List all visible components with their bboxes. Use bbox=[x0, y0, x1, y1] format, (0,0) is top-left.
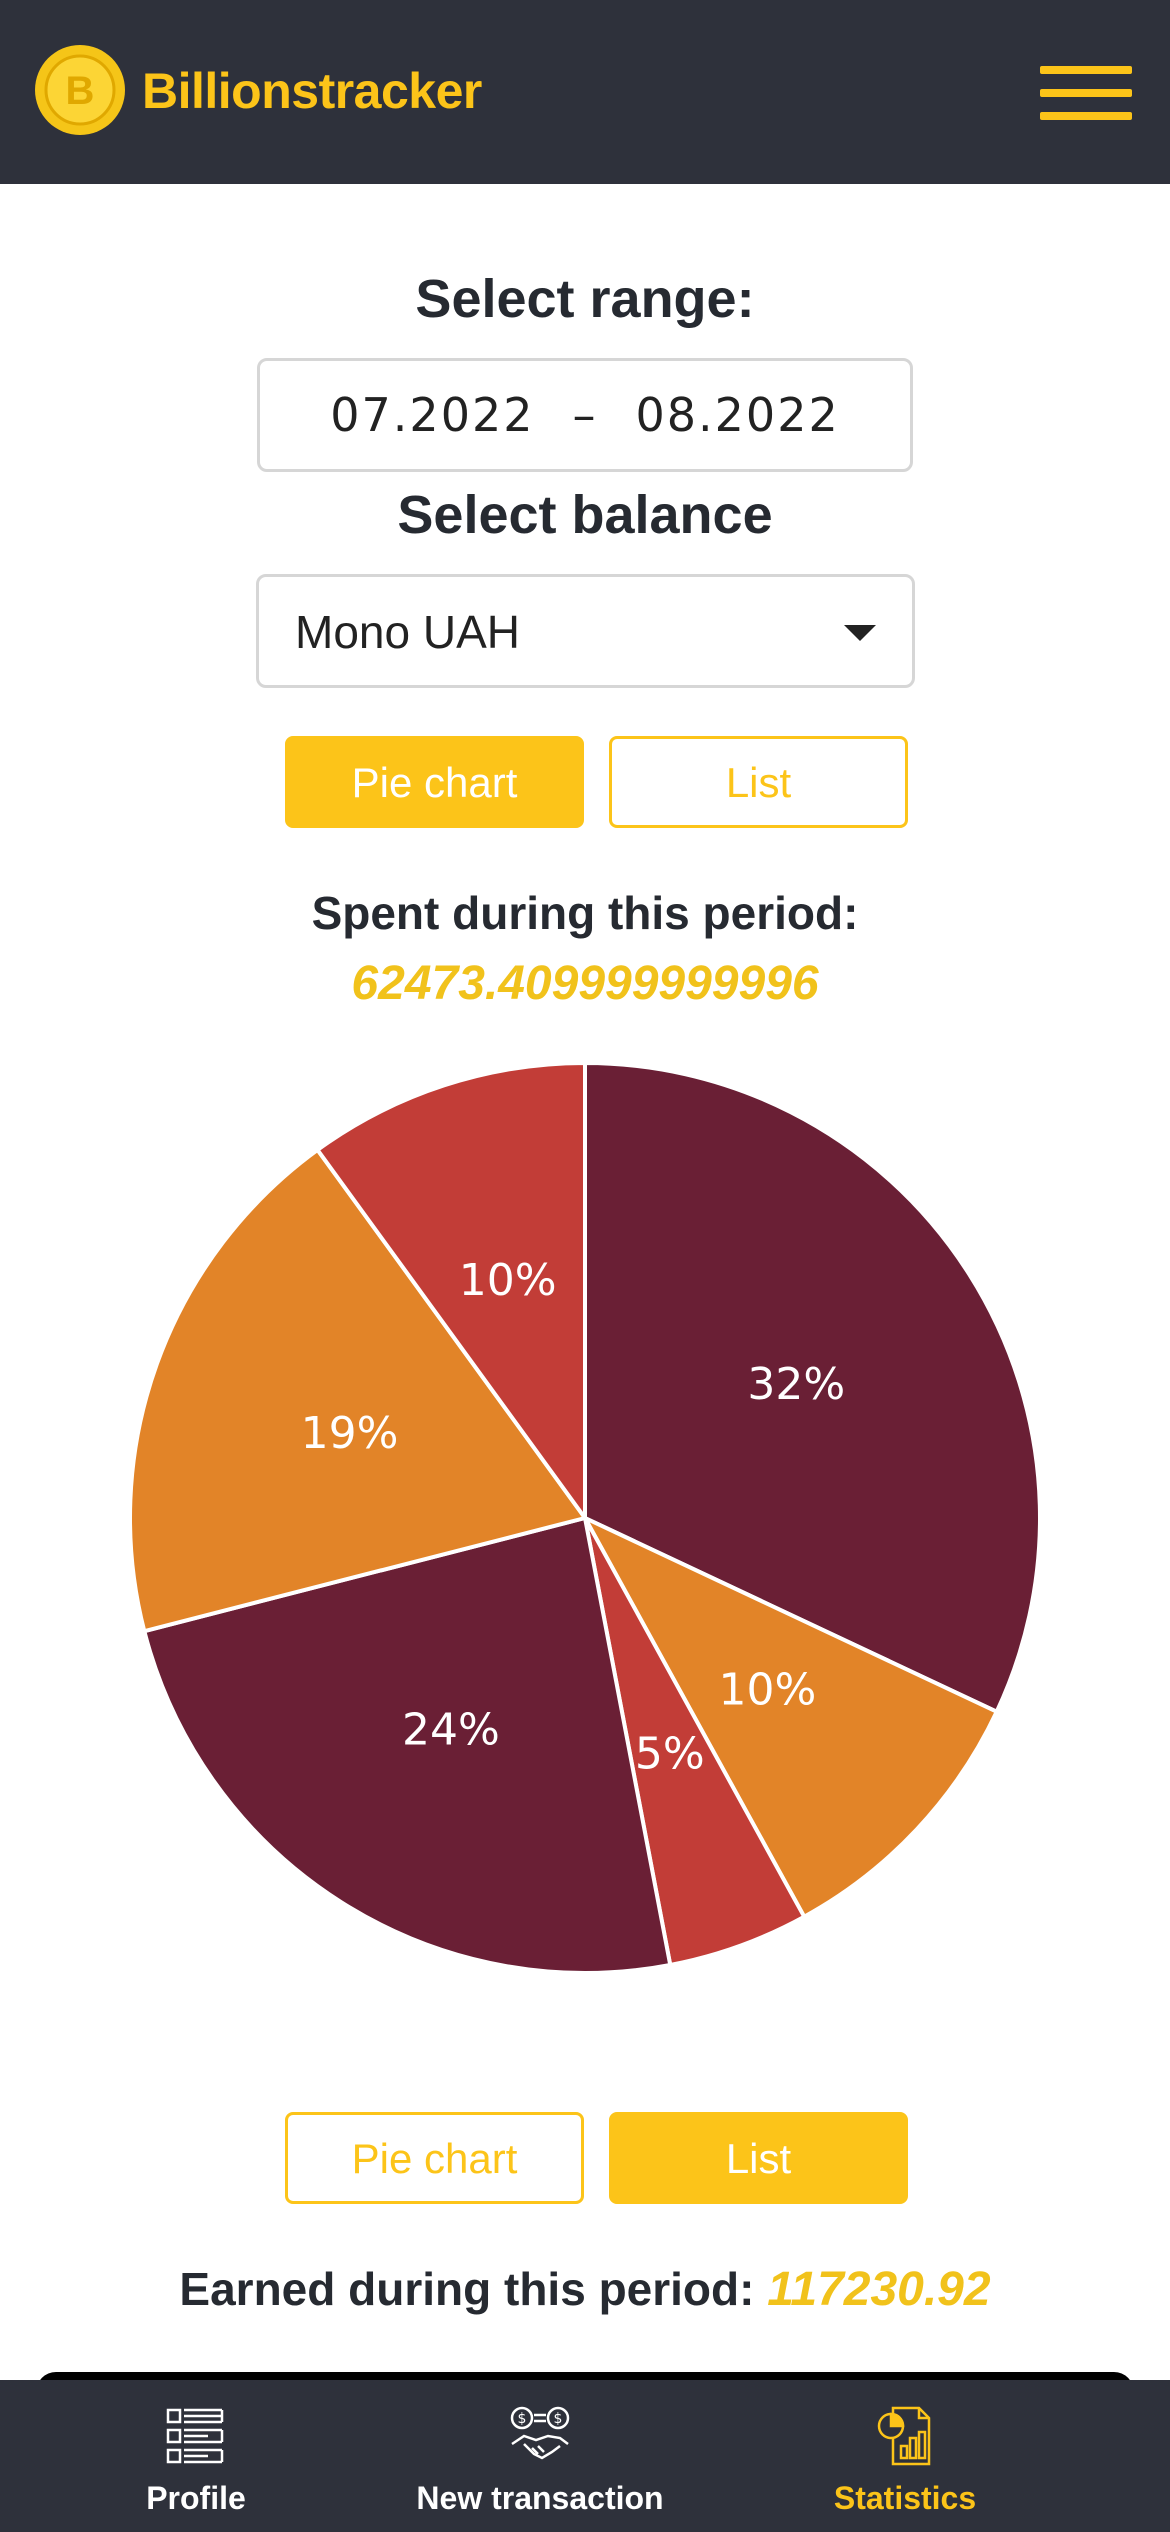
balance-select[interactable]: Mono UAH bbox=[256, 574, 915, 688]
spent-value: 62473.409999999996 bbox=[351, 957, 819, 1010]
earned-list-button[interactable]: List bbox=[609, 2112, 908, 2204]
earned-pie-chart-button[interactable]: Pie chart bbox=[285, 2112, 584, 2204]
select-range-heading: Select range: bbox=[415, 269, 755, 329]
profile-list-icon bbox=[166, 2408, 224, 2464]
pie-slice-label-2: 10% bbox=[719, 1664, 817, 1715]
pie-slice-4[interactable] bbox=[141, 1515, 673, 1975]
coin-logo-icon: B bbox=[35, 45, 125, 135]
spending-pie-chart: 32% 10% 5% 24% 19% 10% bbox=[128, 1060, 1042, 1975]
bottom-tab-bar: Profile $ $ New transaction Statistics bbox=[0, 2380, 1170, 2532]
brand-name[interactable]: Billionstracker bbox=[142, 63, 482, 119]
app-header: B Billionstracker bbox=[0, 0, 1170, 184]
svg-text:$: $ bbox=[518, 2411, 527, 2427]
tab-statistics-label: Statistics bbox=[833, 2480, 977, 2516]
tab-profile-label: Profile bbox=[146, 2480, 246, 2516]
chevron-down-icon bbox=[844, 625, 876, 641]
hamburger-menu-icon[interactable] bbox=[1040, 62, 1136, 124]
pie-slice-6[interactable] bbox=[314, 1060, 587, 1525]
range-separator: – bbox=[572, 388, 598, 442]
spent-label: Spent during this period: bbox=[311, 887, 859, 939]
spent-pie-chart-button[interactable]: Pie chart bbox=[285, 736, 584, 828]
handshake-exchange-icon: $ $ bbox=[510, 2406, 570, 2460]
spent-list-button[interactable]: List bbox=[609, 736, 908, 828]
statistics-report-icon bbox=[877, 2406, 931, 2466]
range-from: 07.2022 bbox=[330, 388, 535, 442]
pie-slice-3[interactable] bbox=[583, 1517, 807, 1968]
logo-letter: B bbox=[66, 69, 95, 113]
pie-slice-1[interactable] bbox=[583, 1060, 1042, 1715]
pie-slice-label-6: 10% bbox=[459, 1255, 557, 1306]
pie-slice-label-3: 5% bbox=[635, 1728, 705, 1779]
balance-selected-value: Mono UAH bbox=[295, 606, 520, 658]
pie-slice-2[interactable] bbox=[580, 1513, 1000, 1920]
pie-slice-5[interactable] bbox=[128, 1147, 589, 1634]
tab-statistics[interactable]: Statistics bbox=[805, 2380, 1005, 2532]
pie-slice-label-1: 32% bbox=[747, 1359, 845, 1410]
svg-text:$: $ bbox=[554, 2411, 563, 2427]
earned-summary: Earned during this period: 117230.92 bbox=[0, 2262, 1170, 2317]
earned-label: Earned during this period: bbox=[179, 2263, 755, 2315]
range-to: 08.2022 bbox=[635, 388, 840, 442]
pie-slice-label-5: 19% bbox=[301, 1408, 399, 1459]
pie-slice-label-4: 24% bbox=[402, 1704, 500, 1755]
tab-new-transaction-label: New transaction bbox=[416, 2480, 664, 2516]
tab-profile[interactable]: Profile bbox=[96, 2380, 296, 2532]
select-balance-heading: Select balance bbox=[397, 485, 773, 545]
earned-value: 117230.92 bbox=[767, 2263, 991, 2316]
tab-new-transaction[interactable]: $ $ New transaction bbox=[390, 2380, 690, 2532]
date-range-picker[interactable]: 07.2022–08.2022 bbox=[257, 358, 913, 472]
